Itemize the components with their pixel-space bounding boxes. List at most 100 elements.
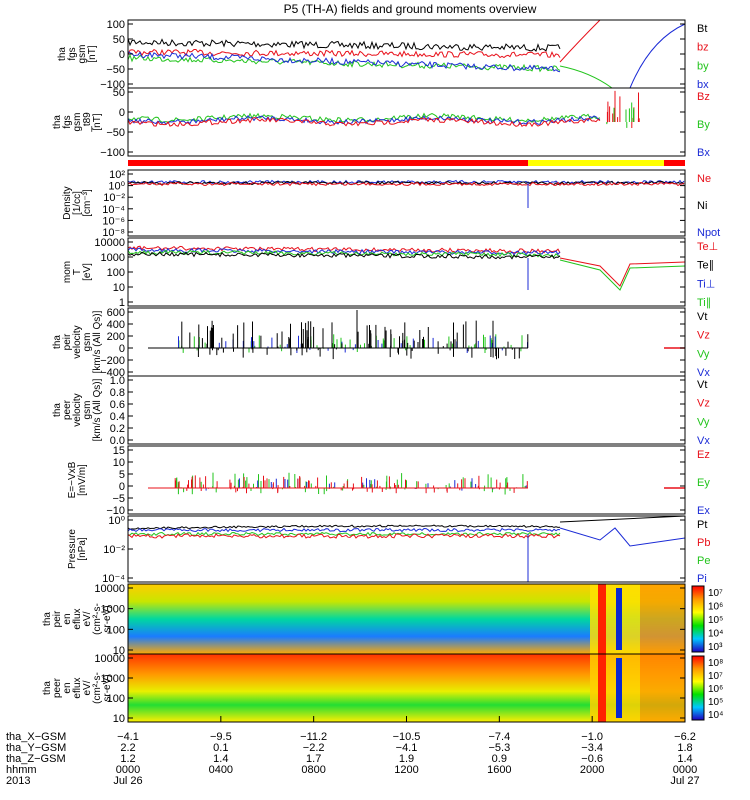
legend-entry: bx	[697, 79, 709, 91]
y-tick-label: 1000	[101, 673, 125, 685]
panel-8: 10⁰ 10⁻² 10⁻⁴ Pressure [nPa] Pt Pb Pe Pi	[67, 515, 710, 585]
y-tick-label: −100	[100, 79, 125, 91]
legend-entry: Ti∥	[697, 297, 711, 309]
series-line	[127, 115, 601, 125]
status-segment	[128, 160, 528, 166]
colorbar-label: 10⁸	[708, 658, 723, 669]
panel-frame	[127, 375, 686, 445]
series-pb	[127, 533, 561, 539]
x-axis-value: 0400	[209, 764, 233, 776]
series-tail	[559, 527, 686, 547]
legend-entry: Npot	[697, 227, 720, 239]
spectro-band	[598, 584, 606, 654]
y-tick-label: 0.4	[110, 411, 125, 423]
y-tick-label: 10	[113, 282, 125, 294]
y-tick-label: 10⁻⁸	[102, 227, 125, 239]
legend-entry: Ez	[697, 449, 710, 461]
y-tick-label: −50	[106, 64, 125, 76]
spectro-region	[590, 654, 640, 722]
series-bt	[127, 38, 561, 53]
legend-entry: Bt	[697, 23, 707, 35]
spectro-region	[640, 654, 685, 722]
colorbar	[691, 585, 705, 653]
x-axis-row-label: tha_Z−GSM	[6, 753, 66, 765]
legend-entry: Vz	[697, 398, 710, 410]
y-axis-label: peer	[62, 399, 73, 420]
x-axis-value: 2.2	[120, 742, 135, 754]
x-axis-value: 0000	[116, 764, 140, 776]
x-axis-value: 1200	[394, 764, 418, 776]
y-tick-label: 1	[119, 297, 125, 309]
y-tick-label: 400	[107, 319, 125, 331]
legend-entry: Ne	[697, 173, 711, 185]
y-axis-label: [1/cc]	[72, 191, 83, 215]
y-tick-label: 0	[119, 49, 125, 61]
series-bz-tail	[559, 19, 601, 63]
y-axis-label: gsm	[82, 333, 93, 352]
x-axis-value: −10.5	[393, 731, 421, 743]
colorbar-label: 10⁷	[708, 671, 723, 682]
y-tick-label: 15	[113, 445, 125, 457]
legend-entry: Te⊥	[697, 241, 718, 253]
spectro-band	[598, 654, 606, 722]
legend-entry: Ex	[697, 505, 710, 517]
y-tick-label: 1.0	[110, 375, 125, 387]
legend-entry: Ni	[697, 200, 707, 212]
series-tail	[559, 259, 686, 291]
y-axis-label: [cm⁻³]	[82, 189, 93, 217]
y-axis-label: tha	[57, 47, 68, 61]
y-tick-label: 1000	[101, 252, 125, 264]
x-axis-row-label: tha_X−GSM	[6, 731, 66, 743]
y-tick-label: −50	[106, 127, 125, 139]
colorbar-label: 10³	[708, 642, 723, 653]
legend-entry: Ti⊥	[697, 278, 715, 290]
legend-entry: Bx	[697, 147, 710, 159]
legend-entry: Vt	[697, 311, 707, 323]
y-axis-label: [nPa]	[77, 537, 88, 561]
y-tick-label: 0	[119, 481, 125, 493]
y-tick-label: −5	[112, 493, 125, 505]
legend-entry: Ey	[697, 477, 710, 489]
colorbar-label: 10⁷	[708, 588, 723, 599]
x-axis-value: Jul 27	[670, 775, 699, 787]
y-tick-label: −100	[100, 147, 125, 159]
y-axis-label: T	[72, 269, 83, 275]
y-axis-label: peer	[52, 677, 63, 698]
y-tick-label: 10⁻⁴	[102, 204, 125, 216]
legend-entry: Vx	[697, 367, 710, 379]
y-axis-label: tha	[52, 403, 63, 417]
y-axis-label: peir	[52, 610, 63, 627]
y-axis-label: en	[62, 682, 73, 693]
y-tick-label: 200	[107, 331, 125, 343]
spectro-band	[616, 658, 622, 718]
panel-2: 50 0 −50 −100 tha fgs gsm _t89 [nT] Bz By Bx	[52, 87, 710, 159]
y-tick-label: 0.2	[110, 423, 125, 435]
panel-9: 10000 1000 100 10 tha peir en eflux eV/(cm²-s-sr…	[42, 583, 723, 657]
y-axis-label: E=−VxB	[67, 461, 78, 498]
x-axis-value: 1.9	[399, 753, 414, 765]
series-bz	[127, 48, 561, 59]
y-axis-label: eflux	[72, 677, 83, 698]
series-tepar	[127, 251, 561, 260]
panel-4: 10000 1000 100 10 1 mom T [eV] Te⊥ Te∥ Ti⊥ Ti∥	[62, 237, 718, 309]
x-axis-value: −3.4	[581, 742, 603, 754]
y-axis-label: (cm²-s-	[92, 672, 103, 704]
y-tick-label: −400	[100, 367, 125, 379]
x-axis-value: Jul 26	[113, 775, 142, 787]
y-tick-label: 10⁰	[108, 515, 125, 527]
y-tick-label: 0.0	[110, 435, 125, 447]
x-axis-value: 1.8	[677, 742, 692, 754]
legend-entry: Pi	[697, 573, 707, 585]
y-axis-label: velocity	[72, 393, 83, 426]
x-axis-value: 1.7	[306, 753, 321, 765]
legend-entry: Pe	[697, 555, 710, 567]
y-tick-label: 10⁻²	[103, 192, 125, 204]
panel-frame	[127, 87, 686, 157]
y-axis-label: eflux	[72, 608, 83, 629]
y-axis-label: peir	[62, 333, 73, 350]
y-axis-label: tha	[52, 335, 63, 349]
y-axis-label: _t89	[82, 112, 93, 133]
y-tick-label: 10⁰	[108, 181, 125, 193]
